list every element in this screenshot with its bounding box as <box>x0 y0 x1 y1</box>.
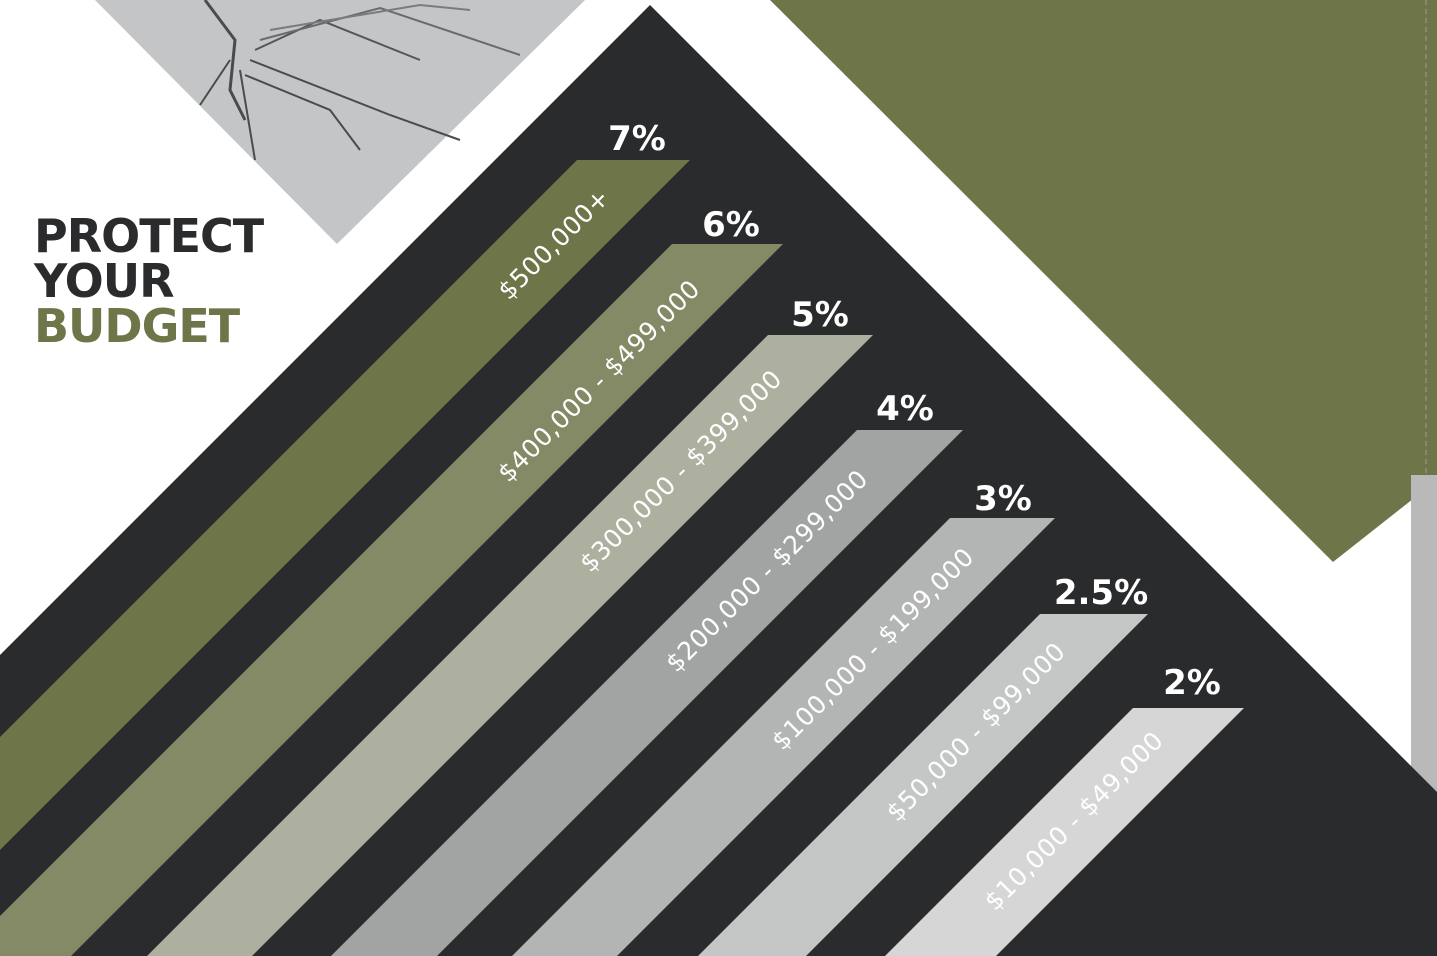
olive-triangle <box>770 0 1437 562</box>
tier-stripe <box>0 244 783 956</box>
page-title: PROTECT YOUR BUDGET <box>34 209 264 353</box>
tier-stripe <box>331 430 963 956</box>
tier-percent-label: 2.5% <box>1054 573 1148 613</box>
tier-percent-label: 2% <box>1163 663 1221 703</box>
headline-line-3: BUDGET <box>34 299 240 353</box>
tier-stripe <box>512 518 1055 956</box>
tier-stripe <box>885 708 1244 956</box>
tier-percent-label: 7% <box>608 119 666 159</box>
tier-percent-label: 4% <box>876 389 934 429</box>
tier-percent-label: 5% <box>791 295 849 335</box>
tier-percent-label: 3% <box>974 479 1032 519</box>
mosquito-photo <box>95 0 585 244</box>
tier-stripe <box>698 614 1148 956</box>
tier-stripe <box>0 160 690 850</box>
headline-line-2: YOUR <box>34 254 175 308</box>
headline-line-1: PROTECT <box>34 209 264 263</box>
tier-stripe <box>147 335 873 956</box>
tier-percent-label: 6% <box>702 205 760 245</box>
